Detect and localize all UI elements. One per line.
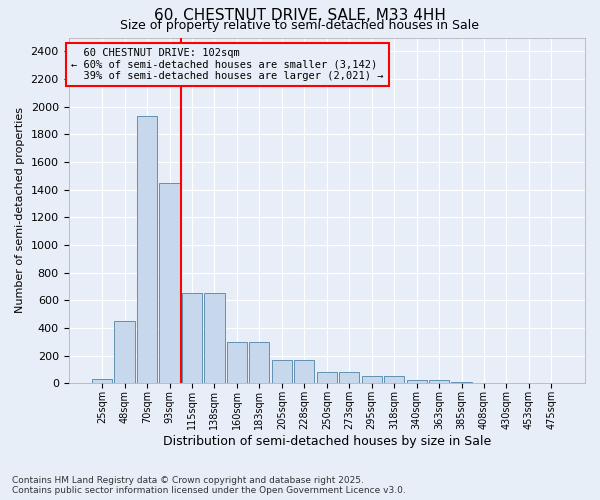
Bar xyxy=(451,382,472,384)
Bar xyxy=(474,382,494,384)
Bar xyxy=(160,182,179,384)
Bar xyxy=(137,116,157,384)
Bar xyxy=(339,372,359,384)
Bar xyxy=(227,342,247,384)
Bar xyxy=(429,380,449,384)
Bar xyxy=(294,360,314,384)
Bar xyxy=(92,379,112,384)
Bar xyxy=(407,380,427,384)
Bar xyxy=(362,376,382,384)
Text: 60, CHESTNUT DRIVE, SALE, M33 4HH: 60, CHESTNUT DRIVE, SALE, M33 4HH xyxy=(154,8,446,22)
Bar xyxy=(205,294,224,384)
Y-axis label: Number of semi-detached properties: Number of semi-detached properties xyxy=(15,108,25,314)
Bar xyxy=(384,376,404,384)
Text: Size of property relative to semi-detached houses in Sale: Size of property relative to semi-detach… xyxy=(121,18,479,32)
Bar xyxy=(182,294,202,384)
Text: 60 CHESTNUT DRIVE: 102sqm
← 60% of semi-detached houses are smaller (3,142)
  39: 60 CHESTNUT DRIVE: 102sqm ← 60% of semi-… xyxy=(71,48,383,81)
Bar xyxy=(496,382,517,384)
Bar xyxy=(272,360,292,384)
X-axis label: Distribution of semi-detached houses by size in Sale: Distribution of semi-detached houses by … xyxy=(163,434,491,448)
Bar xyxy=(249,342,269,384)
Bar xyxy=(317,372,337,384)
Bar xyxy=(115,321,134,384)
Text: Contains HM Land Registry data © Crown copyright and database right 2025.
Contai: Contains HM Land Registry data © Crown c… xyxy=(12,476,406,495)
